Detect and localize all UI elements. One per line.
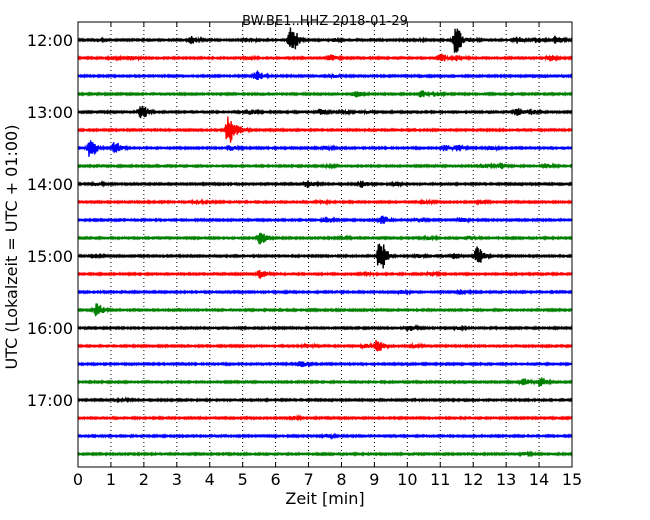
traces [77,27,573,458]
x-tick-label: 6 [271,470,281,489]
trace-line [77,432,573,441]
trace-line [77,396,573,404]
trace-line [77,288,573,296]
y-axis-label: UTC (Lokalzeit = UTC + 01:00) [2,125,21,370]
x-tick-label: 14 [529,470,549,489]
trace-line [77,413,573,422]
y-tick-label: 15:00 [27,247,73,266]
trace-line [77,106,573,119]
x-tick-label: 4 [205,470,215,489]
x-tick-label: 13 [496,470,516,489]
x-tick-label: 12 [463,470,483,489]
x-tick-label: 1 [106,470,116,489]
y-tick-label: 13:00 [27,103,73,122]
trace-line [77,179,573,189]
plot-frame [77,21,573,468]
ticks: 0 1 2 3 4 5 6 7 8 9 10 11 12 13 14 1512:0013:0014:0015:… [27,22,582,489]
trace-line [77,198,573,206]
trace-line [77,116,573,143]
trace-line [77,339,573,352]
x-tick-label: 2 [139,470,149,489]
trace-line [77,27,573,53]
x-tick-label: 5 [238,470,248,489]
x-tick-label: 7 [303,470,313,489]
x-tick-label: 10 [397,470,417,489]
trace-line [77,360,573,368]
x-tick-label: 0 [73,470,83,489]
y-tick-label: 17:00 [27,391,73,410]
trace-line [77,324,573,333]
trace-line [77,53,573,62]
trace-line [77,377,573,387]
x-axis-label: Zeit [min] [285,489,364,508]
trace-line [77,232,573,245]
trace-line [77,215,573,225]
x-tick-label: 3 [172,470,182,489]
y-tick-label: 16:00 [27,319,73,338]
trace-line [77,303,573,317]
x-tick-label: 9 [369,470,379,489]
trace-line [77,269,573,279]
trace-line [77,243,573,269]
x-tick-label: 15 [562,470,582,489]
y-tick-label: 12:00 [27,31,73,50]
trace-line [77,140,573,157]
trace-line [77,70,573,81]
trace-line [77,161,573,170]
y-tick-label: 14:00 [27,175,73,194]
x-tick-label: 11 [430,470,450,489]
trace-line [77,450,573,458]
x-tick-label: 8 [336,470,346,489]
trace-line [77,90,573,98]
